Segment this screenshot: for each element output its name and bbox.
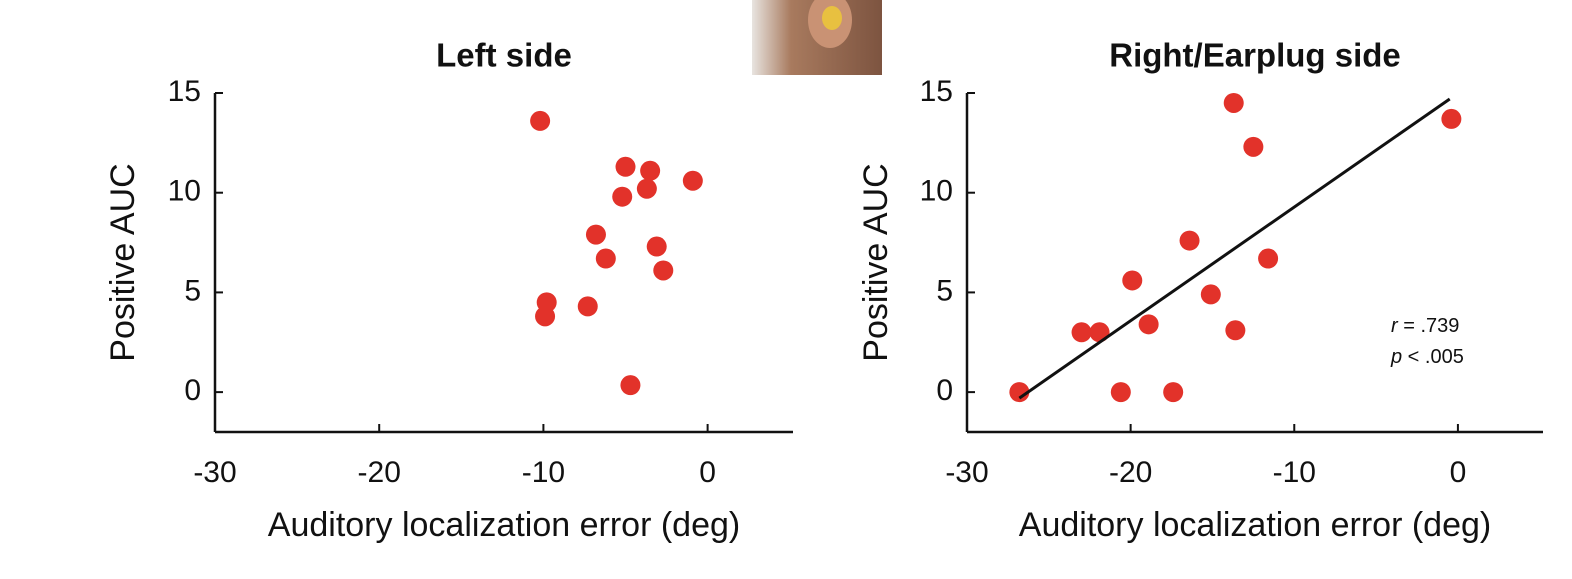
stat-text: = .739 [1398, 315, 1460, 337]
ear-photo [752, 0, 882, 75]
data-point [637, 179, 657, 199]
data-point [616, 157, 636, 177]
stat-text: < .005 [1402, 346, 1464, 368]
stat-annotation: r = .739 [1391, 315, 1459, 337]
y-tick-label: 0 [936, 374, 953, 407]
x-tick-label: -30 [945, 456, 988, 489]
x-tick-label: -30 [193, 456, 236, 489]
data-point [640, 161, 660, 181]
x-tick-label: -20 [1109, 456, 1152, 489]
data-point [1072, 322, 1092, 342]
data-point [1258, 249, 1278, 269]
data-point [1122, 270, 1142, 290]
x-axis-label: Auditory localization error (deg) [268, 506, 740, 544]
figure: Left side Auditory localization error (de… [0, 0, 1572, 574]
chart-title: Left side [436, 37, 572, 74]
y-tick-label: 10 [168, 175, 201, 208]
data-point [530, 111, 550, 131]
y-axis-label: Positive AUC [104, 163, 142, 361]
data-point [535, 306, 555, 326]
data-point [1163, 382, 1183, 402]
data-point [1201, 284, 1221, 304]
fit-line [1019, 99, 1449, 398]
data-point [1111, 382, 1131, 402]
y-tick-label: 5 [184, 274, 201, 307]
stat-annotation: p < .005 [1390, 346, 1464, 368]
data-point [596, 249, 616, 269]
data-point [647, 237, 667, 257]
data-point [612, 187, 632, 207]
x-tick-label: -20 [358, 456, 401, 489]
y-tick-label: 5 [936, 274, 953, 307]
x-axis-label: Auditory localization error (deg) [1019, 506, 1491, 544]
chart-title: Right/Earplug side [1109, 37, 1401, 74]
y-tick-label: 0 [184, 374, 201, 407]
x-tick-label: 0 [1450, 456, 1467, 489]
data-point [1243, 137, 1263, 157]
data-point [1441, 109, 1461, 129]
data-point [1224, 93, 1244, 113]
y-axis-label: Positive AUC [857, 163, 895, 361]
data-point [653, 260, 673, 280]
stat-symbol: p [1390, 346, 1402, 368]
data-point [1180, 231, 1200, 251]
x-tick-label: -10 [522, 456, 565, 489]
data-point [586, 225, 606, 245]
data-point [620, 375, 640, 395]
data-point [578, 296, 598, 316]
y-tick-label: 10 [920, 175, 953, 208]
x-tick-label: -10 [1273, 456, 1316, 489]
y-tick-label: 15 [168, 75, 201, 108]
data-point [683, 171, 703, 191]
data-point [1225, 320, 1245, 340]
y-tick-label: 15 [920, 75, 953, 108]
x-tick-label: 0 [699, 456, 716, 489]
data-point [1139, 314, 1159, 334]
page: Left side Auditory localization error (de… [0, 0, 1572, 579]
